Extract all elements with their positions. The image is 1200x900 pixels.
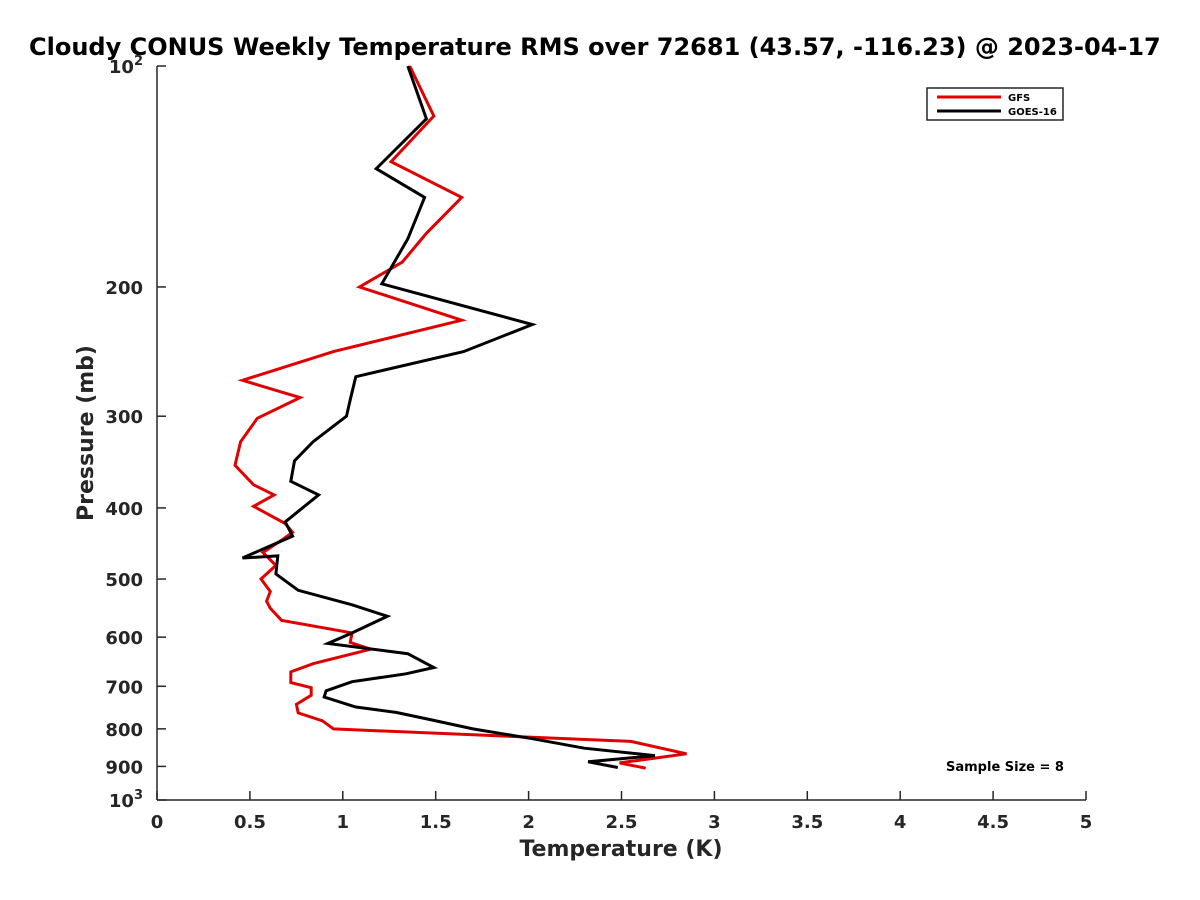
x-tick-label: 1.5 (420, 812, 452, 833)
y-tick-label: 800 (105, 720, 143, 741)
y-tick-label: 103 (109, 788, 143, 812)
y-axis-label: Pressure (mb) (74, 345, 99, 521)
x-tick-label: 2 (522, 812, 535, 833)
x-ticks: 0 0.5 1 1.5 2 2.5 3 3.5 4 4.5 5 (151, 791, 1093, 833)
x-tick-label: 1 (337, 812, 350, 833)
legend-items: GFS GOES-16 (937, 93, 1057, 118)
y-tick-label: 102 (109, 54, 143, 78)
x-tick-label: 0.5 (234, 812, 266, 833)
y-tick-label: 600 (105, 628, 143, 649)
x-tick-label: 4 (894, 812, 907, 833)
legend-label: GOES-16 (1008, 107, 1057, 118)
y-tick-label: 400 (105, 499, 143, 520)
series-line-gfs (233, 65, 687, 770)
chart-title: Cloudy CONUS Weekly Temperature RMS over… (29, 33, 1161, 61)
y-tick-label: 300 (105, 407, 143, 428)
x-tick-label: 2.5 (606, 812, 638, 833)
x-tick-label: 3 (708, 812, 721, 833)
y-tick-label: 200 (105, 278, 143, 299)
sample-size-annotation: Sample Size = 8 (946, 760, 1064, 775)
plot-area: 0 0.5 1 1.5 2 2.5 3 3.5 4 4.5 5 102 200 300 400 500 600… (105, 54, 1092, 833)
x-axis-label: Temperature (K) (519, 837, 722, 862)
legend-label: GFS (1008, 93, 1030, 104)
series-line-goes-16 (241, 65, 656, 769)
y-tick-label: 500 (105, 570, 143, 591)
x-tick-label: 4.5 (977, 812, 1009, 833)
y-ticks: 102 200 300 400 500 600 700 800 900 103 (105, 54, 166, 812)
x-tick-label: 0 (151, 812, 164, 833)
legend: GFS GOES-16 (926, 87, 1064, 121)
y-tick-label: 900 (105, 757, 143, 778)
series-layer (233, 65, 687, 770)
legend-box (926, 87, 1064, 121)
y-tick-label: 700 (105, 677, 143, 698)
x-tick-label: 3.5 (791, 812, 823, 833)
x-tick-label: 5 (1080, 812, 1093, 833)
